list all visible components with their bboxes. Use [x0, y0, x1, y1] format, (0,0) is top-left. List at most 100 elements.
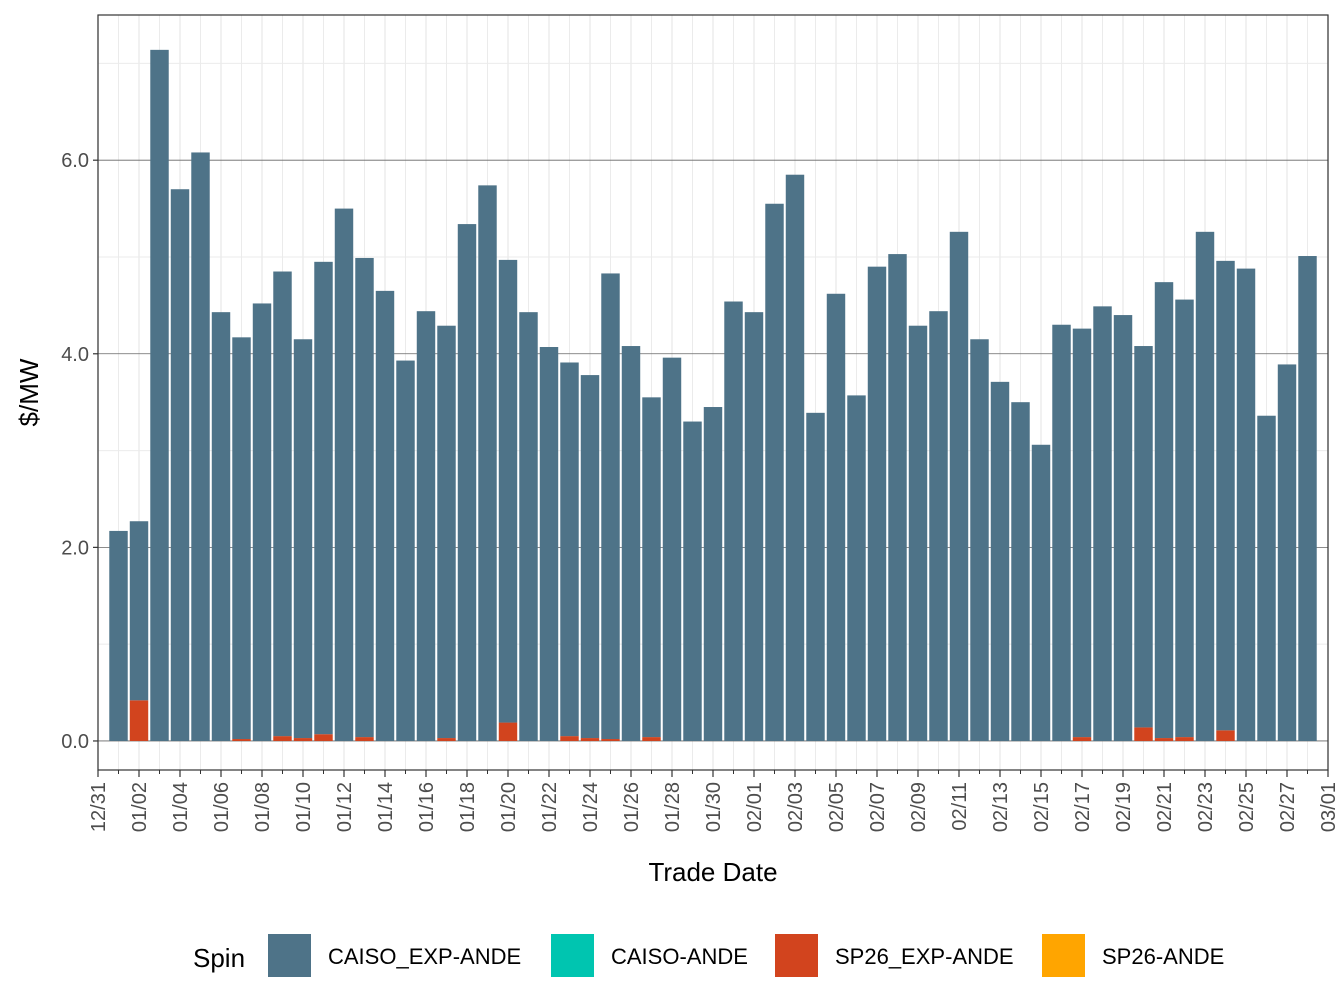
- bar-sp26-exp-ande-01-23: [560, 736, 579, 741]
- y-axis-title: $/MW: [14, 358, 44, 426]
- bar-caiso-exp-ande-02-08: [888, 254, 907, 741]
- x-tick-label: 02/09: [908, 782, 930, 832]
- bar-caiso-exp-ande-01-19: [478, 185, 497, 741]
- bar-caiso-exp-ande-01-21: [519, 312, 538, 741]
- x-tick-label: 01/24: [580, 782, 602, 832]
- x-axis: 12/31 01/02 01/04 01/06 01/08 01/10 01/12 01/14…: [88, 770, 1340, 832]
- bar-caiso-exp-ande-01-02: [129, 521, 149, 701]
- y-tick-label: 6.0: [61, 150, 89, 172]
- y-tick-label: 4.0: [61, 344, 89, 366]
- x-tick-label: 03/01: [1318, 782, 1340, 832]
- legend-label-sp26-ande: SP26-ANDE: [1102, 944, 1224, 969]
- x-tick-label: 02/11: [949, 782, 971, 831]
- bar-caiso-exp-ande-01-05: [191, 152, 210, 741]
- bar-caiso-exp-ande-02-02: [765, 203, 784, 741]
- bar-caiso-exp-ande-01-14: [375, 290, 395, 741]
- bar-caiso-exp-ande-02-24: [1216, 260, 1235, 731]
- x-tick-label: 12/31: [88, 782, 110, 832]
- bar-caiso-exp-ande-02-19: [1113, 315, 1133, 741]
- x-tick-label: 01/20: [498, 782, 520, 832]
- legend-label-caiso-exp-ande: CAISO_EXP-ANDE: [328, 944, 521, 969]
- bar-caiso-exp-ande-01-03: [150, 49, 169, 741]
- bar-caiso-exp-ande-01-23: [560, 362, 579, 737]
- x-tick-label: 02/15: [1031, 782, 1053, 832]
- bar-caiso-exp-ande-01-27: [642, 397, 661, 738]
- bar-sp26-exp-ande-02-24: [1216, 730, 1235, 741]
- bar-caiso-exp-ande-02-25: [1236, 268, 1256, 741]
- bar-caiso-exp-ande-02-15: [1031, 444, 1051, 741]
- bar-sp26-exp-ande-01-20: [498, 722, 518, 741]
- legend-label-caiso-ande: CAISO-ANDE: [611, 944, 748, 969]
- bar-caiso-exp-ande-01-31: [724, 301, 743, 741]
- x-tick-label: 02/21: [1154, 782, 1176, 832]
- x-tick-label: 02/23: [1195, 782, 1217, 832]
- bar-caiso-exp-ande-01-13: [355, 257, 374, 738]
- bar-caiso-exp-ande-01-10: [293, 339, 313, 739]
- bar-caiso-exp-ande-02-28: [1298, 256, 1317, 741]
- x-tick-label: 02/01: [744, 782, 766, 832]
- bar-caiso-exp-ande-01-12: [334, 208, 354, 741]
- bar-sp26-exp-ande-01-25: [601, 739, 620, 741]
- x-tick-label: 02/03: [785, 782, 807, 832]
- bar-caiso-exp-ande-01-26: [621, 346, 641, 741]
- bar-caiso-exp-ande-02-11: [949, 231, 969, 741]
- bar-caiso-exp-ande-01-16: [416, 311, 436, 741]
- bar-caiso-exp-ande-02-09: [908, 325, 928, 741]
- bar-sp26-exp-ande-02-17: [1072, 737, 1092, 741]
- x-tick-label: 01/02: [129, 782, 151, 832]
- x-tick-label: 02/07: [867, 782, 889, 832]
- bar-caiso-exp-ande-02-20: [1134, 346, 1153, 728]
- bar-caiso-exp-ande-02-26: [1257, 415, 1276, 741]
- bar-caiso-exp-ande-01-17: [437, 325, 456, 739]
- bar-caiso-exp-ande-02-17: [1072, 328, 1092, 738]
- y-tick-label: 0.0: [61, 731, 89, 753]
- legend-label-sp26-exp-ande: SP26_EXP-ANDE: [835, 944, 1014, 969]
- x-tick-label: 02/17: [1072, 782, 1094, 832]
- y-axis: 0.0 2.0 4.0 6.0: [61, 150, 98, 753]
- bar-sp26-exp-ande-02-21: [1154, 738, 1174, 741]
- x-tick-label: 02/19: [1113, 782, 1135, 832]
- bar-caiso-exp-ande-01-28: [662, 357, 682, 741]
- bar-sp26-exp-ande-01-02: [129, 700, 149, 741]
- bar-caiso-exp-ande-01-01: [109, 530, 128, 741]
- legend-key-caiso-ande: [551, 934, 594, 977]
- bar-caiso-exp-ande-01-15: [396, 360, 415, 741]
- x-tick-label: 01/12: [334, 782, 356, 832]
- x-tick-label: 01/18: [457, 782, 479, 832]
- bar-sp26-exp-ande-01-09: [273, 736, 292, 741]
- bar-caiso-exp-ande-01-06: [211, 312, 231, 741]
- bar-sp26-exp-ande-01-10: [293, 738, 313, 741]
- bar-caiso-exp-ande-02-18: [1093, 306, 1112, 741]
- bars: [109, 49, 1317, 741]
- bar-caiso-exp-ande-02-16: [1052, 324, 1071, 741]
- legend: Spin CAISO_EXP-ANDE CAISO-ANDE SP26_EXP-AN…: [193, 934, 1224, 977]
- bar-caiso-exp-ande-01-29: [683, 421, 702, 741]
- bar-caiso-exp-ande-01-04: [170, 189, 190, 741]
- x-tick-label: 02/27: [1277, 782, 1299, 832]
- bar-caiso-exp-ande-01-08: [252, 303, 272, 741]
- y-tick-label: 2.0: [61, 537, 89, 559]
- legend-key-caiso-exp-ande: [268, 934, 311, 977]
- bar-sp26-exp-ande-02-20: [1134, 727, 1153, 741]
- x-tick-label: 02/13: [990, 782, 1012, 832]
- bar-sp26-exp-ande-01-27: [642, 737, 661, 741]
- bar-caiso-exp-ande-02-06: [847, 395, 866, 741]
- bar-caiso-exp-ande-02-07: [867, 266, 887, 741]
- x-tick-label: 01/30: [703, 782, 725, 832]
- x-tick-label: 01/08: [252, 782, 274, 832]
- bar-caiso-exp-ande-01-20: [498, 259, 518, 723]
- bar-caiso-exp-ande-02-12: [970, 339, 989, 741]
- legend-title: Spin: [193, 943, 245, 973]
- bar-sp26-exp-ande-01-11: [314, 734, 333, 741]
- x-tick-label: 02/25: [1236, 782, 1258, 832]
- bar-caiso-exp-ande-01-07: [232, 337, 251, 740]
- bar-sp26-exp-ande-01-17: [437, 738, 456, 741]
- bar-sp26-exp-ande-01-13: [355, 737, 374, 741]
- bar-caiso-exp-ande-01-11: [314, 261, 333, 735]
- bar-caiso-exp-ande-02-01: [744, 312, 764, 741]
- x-tick-label: 01/26: [621, 782, 643, 832]
- bar-caiso-exp-ande-01-24: [580, 375, 600, 739]
- x-tick-label: 01/16: [416, 782, 438, 832]
- bar-caiso-exp-ande-01-18: [457, 224, 477, 741]
